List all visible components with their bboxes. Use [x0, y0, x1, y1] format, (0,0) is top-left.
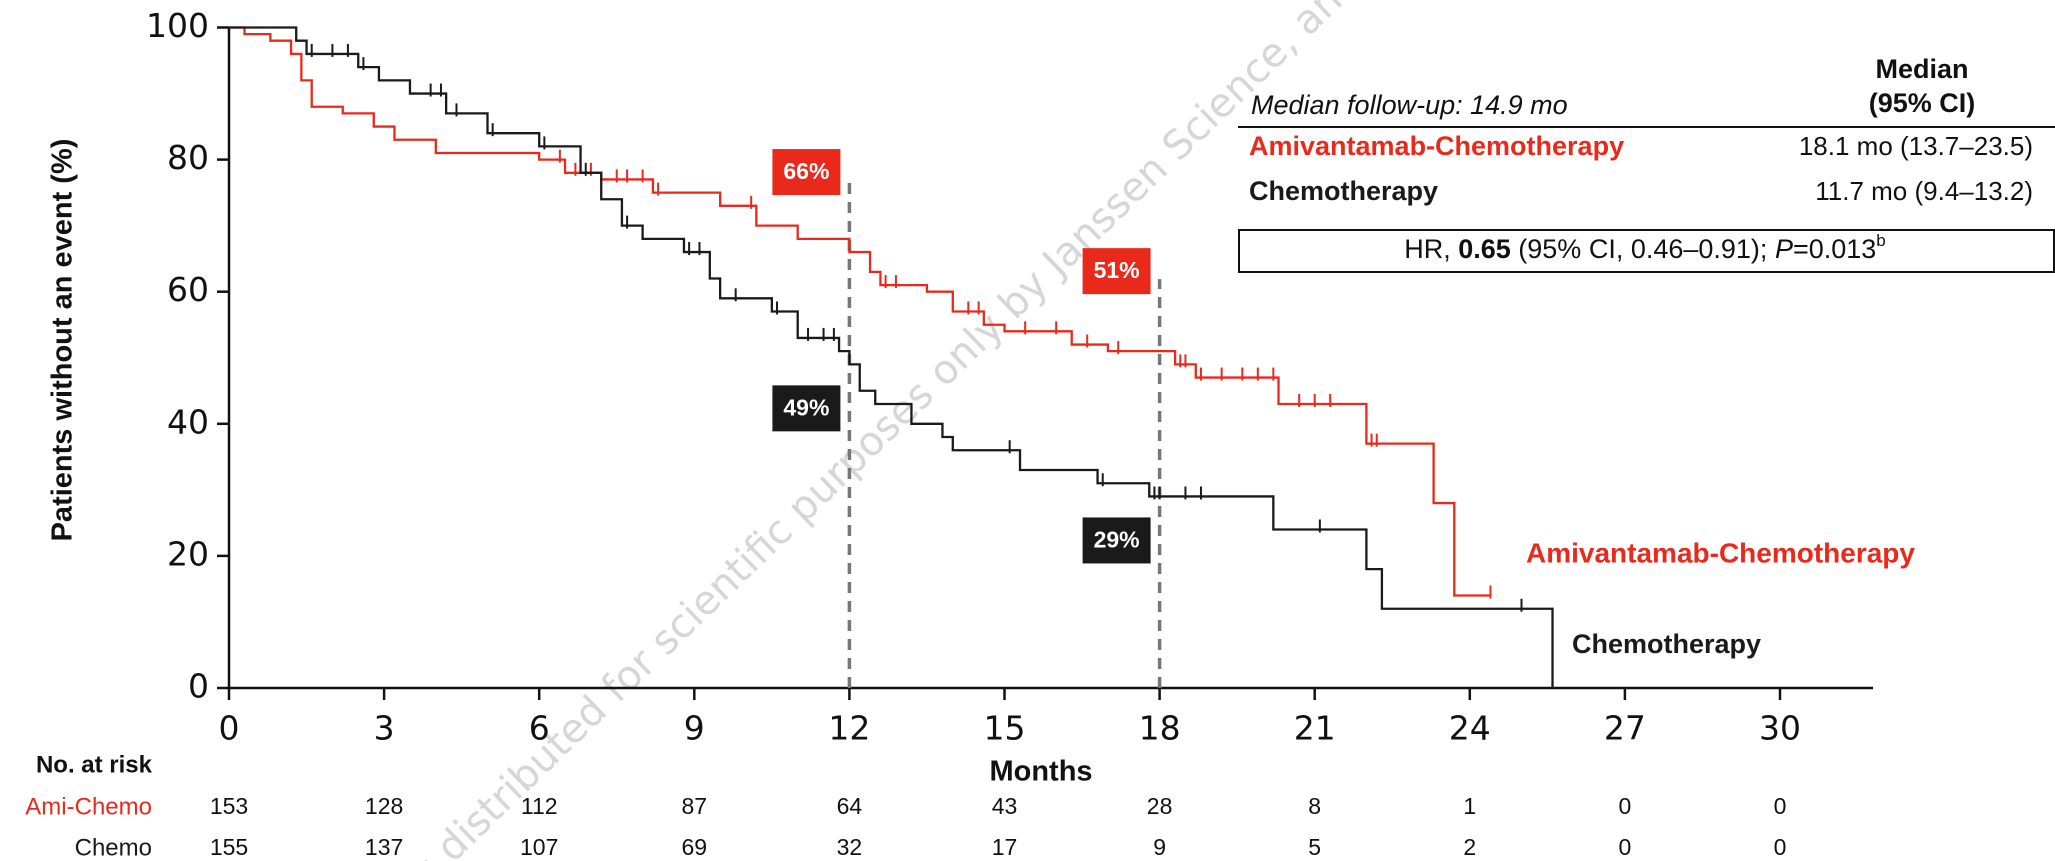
risk-count: 128: [365, 793, 403, 819]
risk-count: 0: [1619, 793, 1632, 819]
x-tick-label: 18: [1139, 709, 1181, 748]
landmark-box: [1082, 517, 1151, 564]
risk-count: 69: [682, 834, 708, 860]
risk-count: 0: [1774, 793, 1787, 819]
x-tick-label: 15: [984, 709, 1026, 748]
median-row-label: Amivantamab-Chemotherapy: [1249, 131, 1624, 161]
x-tick-label: 24: [1449, 709, 1491, 748]
risk-count: 112: [521, 793, 558, 819]
risk-label: Chemo: [75, 834, 152, 861]
hr-value: 0.65: [1458, 234, 1511, 264]
y-tick-label: 40: [167, 402, 209, 441]
risk-count: 2: [1463, 834, 1476, 860]
x-tick-label: 6: [529, 709, 550, 748]
risk-count: 32: [837, 834, 863, 860]
y-tick-label: 80: [167, 138, 209, 177]
hr-footnote: b: [1876, 231, 1885, 250]
risk-count: 153: [210, 793, 248, 819]
landmark-label: 49%: [783, 394, 829, 420]
x-tick-label: 0: [219, 709, 240, 748]
risk-count: 28: [1147, 793, 1173, 819]
median-row-value: 11.7 mo (9.4–13.2): [1815, 176, 2033, 206]
y-tick-label: 100: [146, 6, 209, 45]
landmark-box: [772, 149, 841, 196]
curve-label: Amivantamab-Chemotherapy: [1526, 537, 1915, 568]
risk-count: 5: [1308, 834, 1321, 860]
x-tick-label: 9: [684, 709, 705, 748]
x-tick-label: 27: [1604, 709, 1646, 748]
hr-box: [1238, 229, 2055, 273]
landmark-label: 66%: [783, 158, 829, 184]
x-tick-label: 30: [1759, 709, 1801, 748]
risk-count: 1: [1463, 793, 1476, 819]
follow-up: Median follow-up: 14.9 mo: [1251, 90, 1568, 120]
hr-part: P: [1775, 234, 1793, 264]
risk-count: 87: [682, 793, 708, 819]
hr-text: HR, 0.65 (95% CI, 0.46–0.91); P=0.013b: [1404, 231, 1886, 264]
y-tick-label: 0: [188, 667, 209, 706]
x-tick-label: 21: [1294, 709, 1336, 748]
risk-count: 43: [992, 793, 1018, 819]
risk-title: No. at risk: [36, 751, 153, 778]
risk-label: Ami-Chemo: [25, 793, 152, 820]
x-tick-label: 12: [828, 709, 870, 748]
median-row-value: 18.1 mo (13.7–23.5): [1799, 131, 2033, 161]
median-header: Median: [1875, 54, 1968, 84]
median-header: (95% CI): [1869, 88, 1976, 118]
median-row-label: Chemotherapy: [1249, 176, 1438, 206]
risk-count: 0: [1619, 834, 1632, 860]
risk-count: 17: [992, 834, 1018, 860]
landmark-label: 29%: [1094, 527, 1140, 553]
y-axis-label: Patients without an event (%): [47, 139, 79, 542]
hr-part: =0.013: [1793, 234, 1876, 264]
hr-part: (95% CI, 0.46–0.91);: [1511, 234, 1775, 264]
x-tick-label: 3: [374, 709, 395, 748]
risk-count: 155: [210, 834, 248, 860]
y-tick-label: 60: [167, 270, 209, 309]
landmark-box: [772, 385, 841, 432]
risk-count: 8: [1308, 793, 1321, 819]
landmark-box: [1082, 248, 1151, 295]
risk-count: 64: [837, 793, 863, 819]
curve-label: Chemotherapy: [1572, 629, 1761, 659]
y-tick-label: 20: [167, 534, 209, 573]
risk-count: 137: [365, 834, 403, 860]
risk-count: 0: [1774, 834, 1787, 860]
landmark-label: 51%: [1094, 257, 1140, 283]
risk-count: 9: [1153, 834, 1166, 860]
hr-part: HR,: [1404, 234, 1458, 264]
km-curve: [229, 26, 1554, 688]
risk-count: 107: [520, 834, 558, 860]
x-axis-label: Months: [989, 756, 1092, 788]
